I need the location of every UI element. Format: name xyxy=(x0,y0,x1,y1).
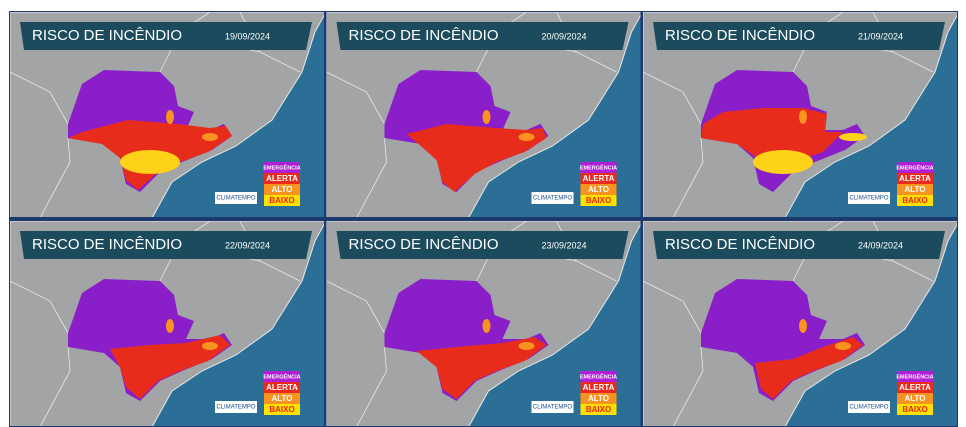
baixo-patch xyxy=(202,342,218,350)
legend-label: BAIXO xyxy=(902,405,927,414)
legend-label: EMERGÊNCIA xyxy=(263,163,300,171)
alto-patch xyxy=(799,110,807,124)
panel-title: RISCO DE INCÊNDIO xyxy=(349,27,499,44)
baixo-patch xyxy=(202,133,218,141)
map: RISCO DE INCÊNDIO 20/09/2024 CLIMATEMPO EME… xyxy=(327,12,643,218)
logo-text: CLIMATEMPO xyxy=(216,405,256,411)
map-panel: RISCO DE INCÊNDIO 21/09/2024 CLIMATEMPO EME… xyxy=(643,12,959,218)
legend-label: BAIXO xyxy=(269,196,294,205)
map-panel: RISCO DE INCÊNDIO 20/09/2024 CLIMATEMPO EME… xyxy=(327,12,643,218)
panel-title: RISCO DE INCÊNDIO xyxy=(32,236,182,253)
legend-label: ALERTA xyxy=(266,174,298,183)
legend-label: ALTO xyxy=(271,394,292,403)
legend-label: ALTO xyxy=(904,394,925,403)
logo-text: CLIMATEMPO xyxy=(849,196,889,202)
map-panel: RISCO DE INCÊNDIO 23/09/2024 CLIMATEMPO EME… xyxy=(327,221,643,427)
panel-date: 22/09/2024 xyxy=(225,240,270,250)
map: RISCO DE INCÊNDIO 22/09/2024 CLIMATEMPO EME… xyxy=(10,221,326,427)
legend-label: ALERTA xyxy=(899,383,931,392)
legend-label: ALERTA xyxy=(899,174,931,183)
panel-title: RISCO DE INCÊNDIO xyxy=(349,236,499,253)
panel-date: 23/09/2024 xyxy=(542,240,587,250)
alto-patch xyxy=(799,319,807,333)
legend-label: ALTO xyxy=(588,394,609,403)
baixo-zone xyxy=(753,150,813,174)
panel-date: 19/09/2024 xyxy=(225,31,270,41)
panel-title: RISCO DE INCÊNDIO xyxy=(665,27,815,44)
legend-label: ALTO xyxy=(271,185,292,194)
legend-label: EMERGÊNCIA xyxy=(896,163,933,171)
map: RISCO DE INCÊNDIO 24/09/2024 CLIMATEMPO EME… xyxy=(643,221,959,427)
legend-label: ALTO xyxy=(904,185,925,194)
alto-patch xyxy=(166,319,174,333)
map-panel: RISCO DE INCÊNDIO 24/09/2024 CLIMATEMPO EME… xyxy=(643,221,959,427)
map-grid: RISCO DE INCÊNDIO 19/09/2024 CLIMATEMPO EME… xyxy=(0,0,966,427)
legend-label: BAIXO xyxy=(586,405,611,414)
map: RISCO DE INCÊNDIO 19/09/2024 CLIMATEMPO EME… xyxy=(10,12,326,218)
map-panel: RISCO DE INCÊNDIO 22/09/2024 CLIMATEMPO EME… xyxy=(10,221,326,427)
baixo-zone xyxy=(120,150,180,174)
legend-label: EMERGÊNCIA xyxy=(896,372,933,380)
legend-label: EMERGÊNCIA xyxy=(580,372,617,380)
map: RISCO DE INCÊNDIO 23/09/2024 CLIMATEMPO EME… xyxy=(327,221,643,427)
map-panel: RISCO DE INCÊNDIO 19/09/2024 CLIMATEMPO EME… xyxy=(10,12,326,218)
legend-label: ALTO xyxy=(588,185,609,194)
legend-label: BAIXO xyxy=(269,405,294,414)
alto-patch xyxy=(483,110,491,124)
legend-label: EMERGÊNCIA xyxy=(580,163,617,171)
baixo-patch xyxy=(519,133,535,141)
panel-title: RISCO DE INCÊNDIO xyxy=(665,236,815,253)
legend-label: EMERGÊNCIA xyxy=(263,372,300,380)
logo-text: CLIMATEMPO xyxy=(533,405,573,411)
baixo-patch xyxy=(519,342,535,350)
legend-label: BAIXO xyxy=(586,196,611,205)
panel-date: 24/09/2024 xyxy=(858,240,903,250)
page: {"panels": [ {"title": "RISCO DE INCÊNDI… xyxy=(0,0,966,427)
legend-label: ALERTA xyxy=(266,383,298,392)
legend-label: ALERTA xyxy=(583,383,615,392)
alto-patch xyxy=(166,110,174,124)
legend-label: ALERTA xyxy=(583,174,615,183)
map: RISCO DE INCÊNDIO 21/09/2024 CLIMATEMPO EME… xyxy=(643,12,959,218)
panel-date: 21/09/2024 xyxy=(858,31,903,41)
legend-label: BAIXO xyxy=(902,196,927,205)
baixo-patch xyxy=(839,133,867,141)
baixo-patch xyxy=(835,342,851,350)
logo-text: CLIMATEMPO xyxy=(533,196,573,202)
panel-title: RISCO DE INCÊNDIO xyxy=(32,27,182,44)
logo-text: CLIMATEMPO xyxy=(216,196,256,202)
logo-text: CLIMATEMPO xyxy=(849,405,889,411)
panel-date: 20/09/2024 xyxy=(542,31,587,41)
alto-patch xyxy=(483,319,491,333)
